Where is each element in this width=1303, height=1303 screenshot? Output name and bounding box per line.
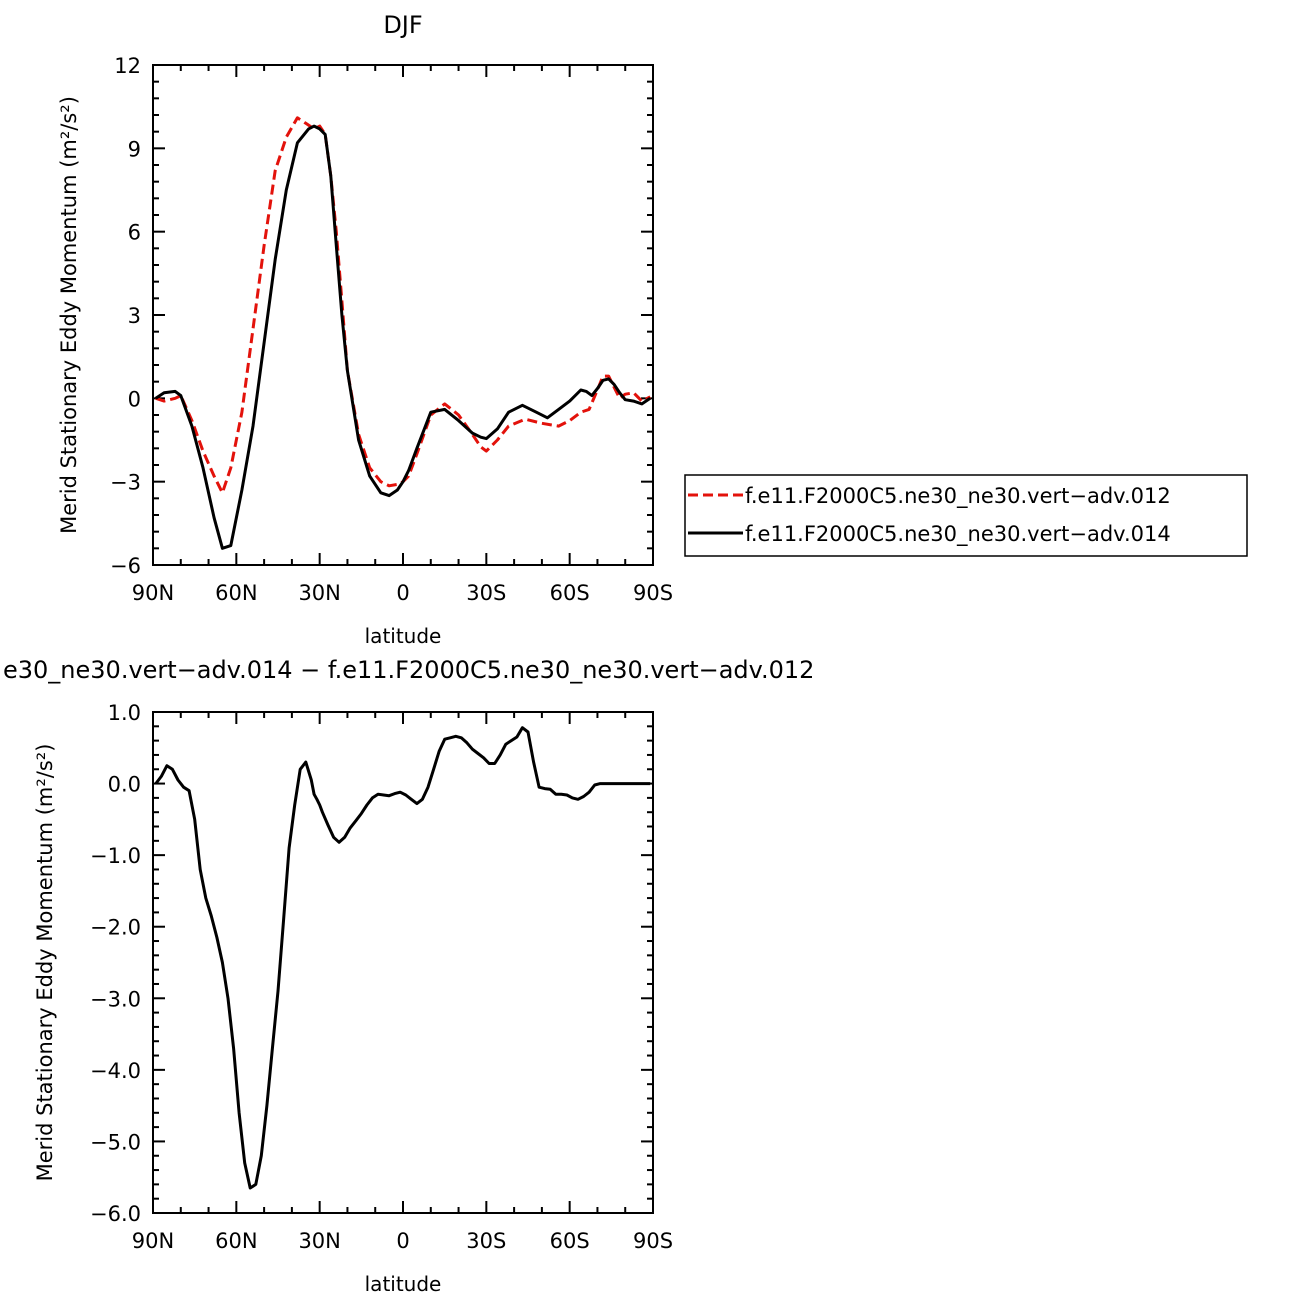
plot-frame [152, 64, 654, 566]
series-line-014 [154, 124, 652, 550]
x-tick-label: 0 [396, 581, 409, 605]
x-tick-label: 90N [132, 581, 174, 605]
x-tick-label: 60N [215, 581, 257, 605]
x-tick-label: 30S [466, 581, 506, 605]
series-line-012 [155, 116, 651, 495]
plot-frame [152, 711, 654, 1214]
y-tick-label: −6 [110, 554, 141, 578]
y-tick-label: 12 [114, 54, 141, 78]
x-tick-label: 60S [550, 581, 590, 605]
x-tick-label: 30N [298, 581, 340, 605]
top-plot: 90N 60N 30N 0 30S 60S 90S −6 −3 0 3 6 9 12 latitude Mer… [57, 54, 673, 648]
x-axis-label: latitude [365, 624, 442, 648]
y-tick-label: −6.0 [90, 1202, 141, 1226]
y-tick-label: 0.0 [108, 773, 141, 797]
x-tick-label: 60S [550, 1229, 590, 1253]
x-tick-label: 30S [466, 1229, 506, 1253]
y-tick-label: −3.0 [90, 987, 141, 1011]
difference-line [154, 726, 651, 1190]
x-tick-label: 90N [132, 1229, 174, 1253]
y-tick-label: −4.0 [90, 1059, 141, 1083]
y-axis-label: Merid Stationary Eddy Momentum (m²/s²) [33, 744, 57, 1182]
legend-box [684, 474, 1248, 557]
y-axis-label: Merid Stationary Eddy Momentum (m²/s²) [57, 96, 81, 534]
y-tick-label: −5.0 [90, 1130, 141, 1154]
legend-label: f.e11.F2000C5.ne30_ne30.vert−adv.014 [745, 522, 1171, 547]
y-tick-label: −2.0 [90, 916, 141, 940]
legend: f.e11.F2000C5.ne30_ne30.vert−adv.012 f.e1… [684, 474, 1248, 557]
bottom-plot: 90N 60N 30N 0 30S 60S 90S −6.0 −5.0 −4.0 −3.0 −2.0 −… [33, 701, 673, 1296]
y-tick-label: 1.0 [108, 701, 141, 725]
y-tick-label: 3 [128, 304, 141, 328]
x-tick-label: 90S [633, 581, 673, 605]
x-axis-label: latitude [365, 1272, 442, 1296]
x-tick-label: 90S [633, 1229, 673, 1253]
x-tick-label: 60N [215, 1229, 257, 1253]
y-tick-label: 9 [128, 137, 141, 161]
x-tick-label: 30N [298, 1229, 340, 1253]
x-tick-label: 0 [396, 1229, 409, 1253]
y-tick-label: 6 [128, 221, 141, 245]
season-title: DJF [383, 11, 422, 39]
y-tick-label: 0 [128, 387, 141, 411]
difference-title: e30_ne30.vert−adv.014 − f.e11.F2000C5.ne… [3, 656, 814, 684]
y-tick-label: −1.0 [90, 844, 141, 868]
legend-label: f.e11.F2000C5.ne30_ne30.vert−adv.012 [745, 484, 1171, 509]
y-tick-label: −3 [110, 471, 141, 495]
